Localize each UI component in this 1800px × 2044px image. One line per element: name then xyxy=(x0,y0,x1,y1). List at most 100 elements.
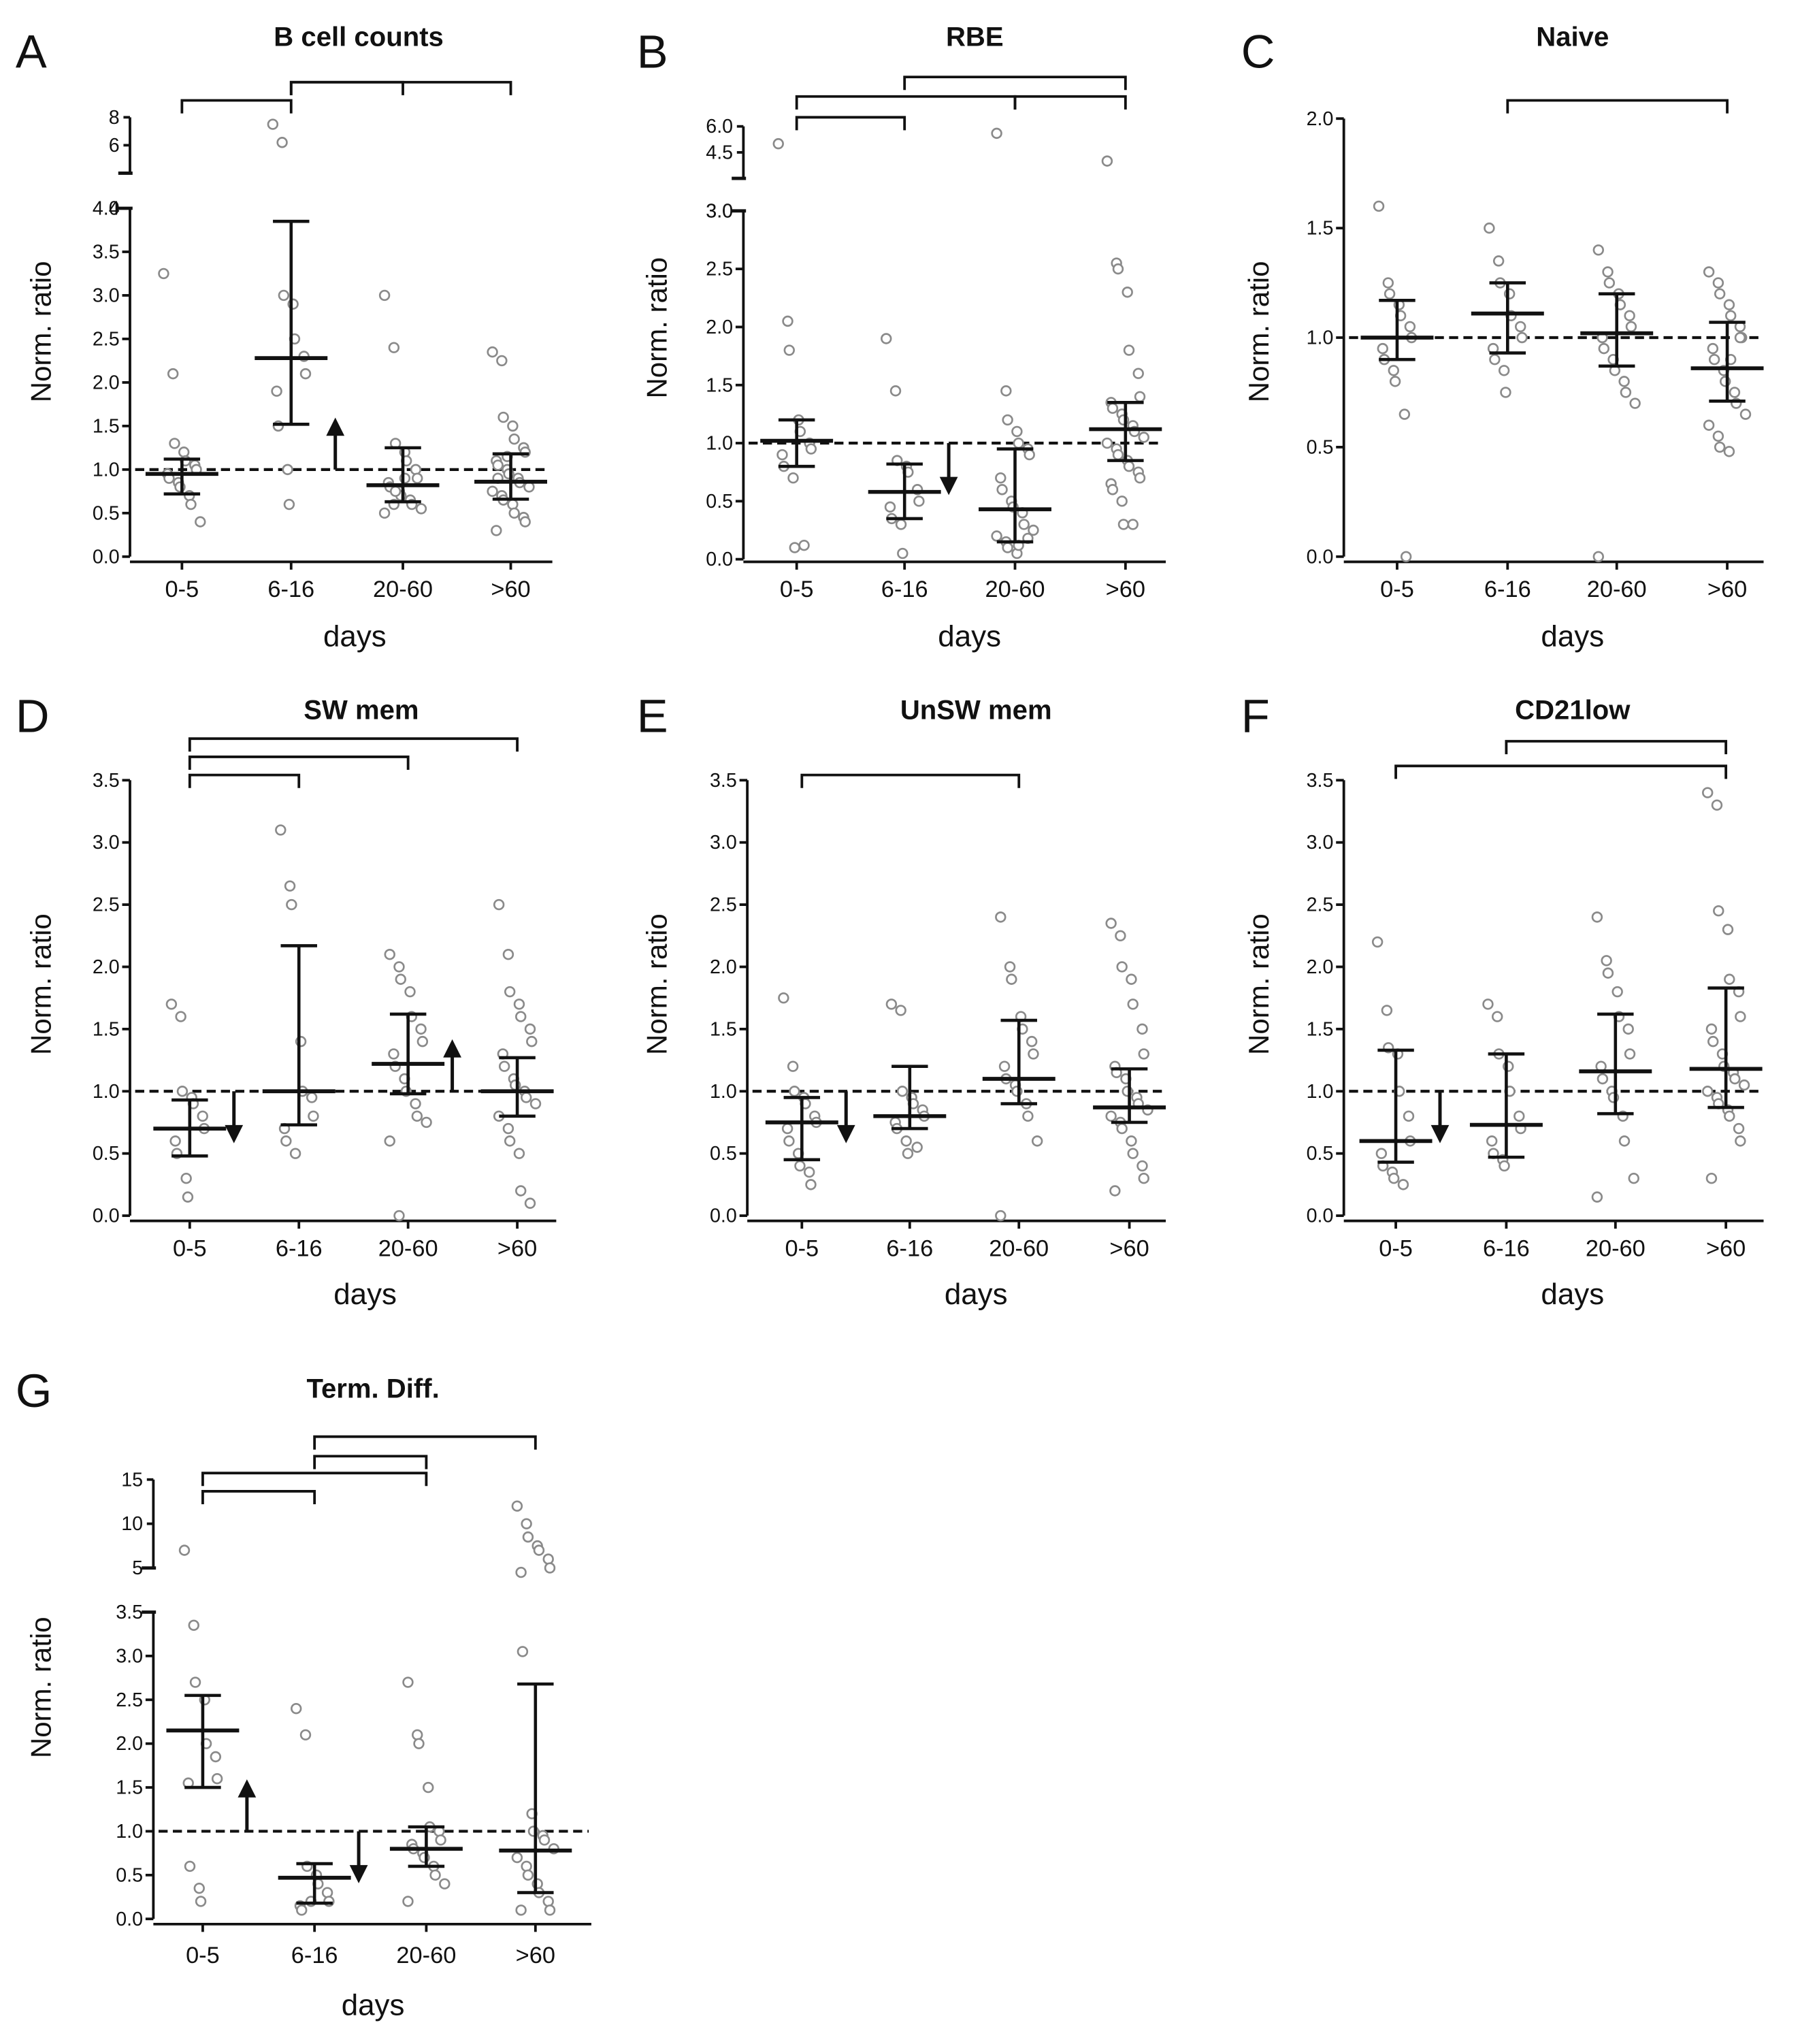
y-tick-label: 1.5 xyxy=(706,374,733,396)
data-point xyxy=(1723,299,1735,310)
y-tick-label: 0.5 xyxy=(1307,436,1334,458)
data-point xyxy=(299,368,312,380)
data-point xyxy=(289,1148,301,1159)
data-point xyxy=(1115,930,1126,941)
data-point xyxy=(176,1086,189,1097)
data-point xyxy=(1127,1148,1139,1159)
significance-bracket xyxy=(313,1435,537,1450)
y-tick-label: 1.0 xyxy=(706,433,733,455)
x-axis-label: days xyxy=(1541,620,1604,653)
data-point xyxy=(1602,967,1614,979)
y-axis-label: Norm. ratio xyxy=(1243,261,1275,403)
data-point xyxy=(378,507,391,519)
data-point xyxy=(180,1173,192,1184)
arrow-down-icon xyxy=(225,1124,244,1143)
data-point xyxy=(1132,368,1144,379)
data-point xyxy=(188,1619,199,1632)
data-point xyxy=(1500,387,1511,398)
significance-bracket xyxy=(201,1472,428,1487)
significance-bracket xyxy=(903,76,1127,91)
x-axis-label: days xyxy=(342,1989,405,2022)
x-axis-label: days xyxy=(945,1278,1008,1311)
data-point xyxy=(776,449,788,461)
significance-bracket xyxy=(1394,764,1728,779)
data-point xyxy=(544,1904,556,1916)
data-point xyxy=(1388,365,1400,376)
data-point xyxy=(280,1135,292,1147)
data-point xyxy=(1127,519,1139,530)
data-point xyxy=(1603,277,1616,289)
x-tick-label: 0-5 xyxy=(186,1943,220,1968)
significance-bracket xyxy=(188,756,410,770)
data-point xyxy=(1492,255,1505,267)
data-point xyxy=(423,1781,434,1794)
chart-title: CD21low xyxy=(1515,696,1631,726)
data-point xyxy=(991,127,1002,140)
panel-a: A B cell counts Norm. ratio days 0.0 0.5 1… xyxy=(16,22,553,653)
x-tick-label: >60 xyxy=(1106,577,1145,602)
x-axis-label: days xyxy=(333,1278,397,1311)
data-point xyxy=(411,1110,423,1122)
data-point xyxy=(1735,1011,1746,1022)
data-point xyxy=(1126,973,1137,985)
data-point xyxy=(299,1729,312,1741)
y-tick-label: 0.0 xyxy=(1307,1205,1334,1227)
plot-area: 0.0 0.5 1.0 1.5 2.0 2.5 3.0 3.5 5 10 15 0-5 6-16 20-6… xyxy=(116,1435,591,1968)
y-tick-label: 1.5 xyxy=(1307,218,1334,240)
y-tick-label: 3.0 xyxy=(1307,832,1334,854)
data-point xyxy=(1403,1110,1415,1122)
panel-e: E UnSW mem Norm. ratio days 0.0 0.5 1.0 1.5… xyxy=(637,690,1166,1311)
data-point xyxy=(529,1098,542,1109)
data-point xyxy=(1123,344,1135,356)
data-point xyxy=(1611,986,1623,998)
data-point xyxy=(515,1904,527,1916)
y-tick-label: 5 xyxy=(132,1557,143,1579)
y-tick-label: 2.5 xyxy=(93,894,120,916)
data-point xyxy=(1628,1173,1639,1184)
y-tick-label: 2.5 xyxy=(710,894,737,916)
data-point xyxy=(178,447,190,458)
data-point xyxy=(772,137,784,150)
y-axis-label: Norm. ratio xyxy=(24,1617,56,1758)
y-tick-label: 6 xyxy=(109,135,120,157)
data-point xyxy=(1377,342,1388,355)
panel-letter: B xyxy=(637,26,668,78)
data-point xyxy=(278,289,290,302)
data-point xyxy=(1624,310,1635,322)
x-tick-label: >60 xyxy=(1707,577,1747,602)
data-point xyxy=(1516,331,1528,344)
data-point xyxy=(1618,1135,1631,1147)
data-point xyxy=(515,1566,527,1578)
data-point xyxy=(378,289,391,302)
data-point xyxy=(1122,287,1133,298)
data-point xyxy=(1138,432,1149,443)
data-point xyxy=(1592,244,1605,256)
data-point xyxy=(895,1005,906,1016)
data-point xyxy=(1101,437,1113,449)
data-point xyxy=(798,539,810,551)
data-point xyxy=(404,986,416,998)
data-point xyxy=(184,1860,196,1872)
x-axis-label: days xyxy=(323,620,387,653)
x-tick-label: 6-16 xyxy=(881,577,928,602)
data-point xyxy=(805,443,817,455)
arrow-down-icon xyxy=(836,1124,855,1143)
data-point xyxy=(1138,1173,1149,1184)
data-point xyxy=(1486,1135,1498,1147)
data-point xyxy=(521,1092,532,1103)
data-point xyxy=(1384,288,1396,299)
data-point xyxy=(1702,787,1714,798)
data-point xyxy=(783,344,796,356)
data-point xyxy=(896,1086,909,1097)
data-point xyxy=(1382,277,1394,289)
panel-letter: E xyxy=(637,690,668,743)
data-point xyxy=(439,1878,451,1889)
data-point xyxy=(1112,449,1124,461)
data-point xyxy=(778,992,789,1004)
y-tick-label: 3.0 xyxy=(93,832,120,854)
y-tick-label: 0.0 xyxy=(93,1205,120,1227)
data-point xyxy=(195,1896,207,1907)
data-point xyxy=(521,1860,532,1872)
y-tick-label: 3.0 xyxy=(706,200,733,222)
x-axis-label: days xyxy=(1541,1278,1604,1311)
